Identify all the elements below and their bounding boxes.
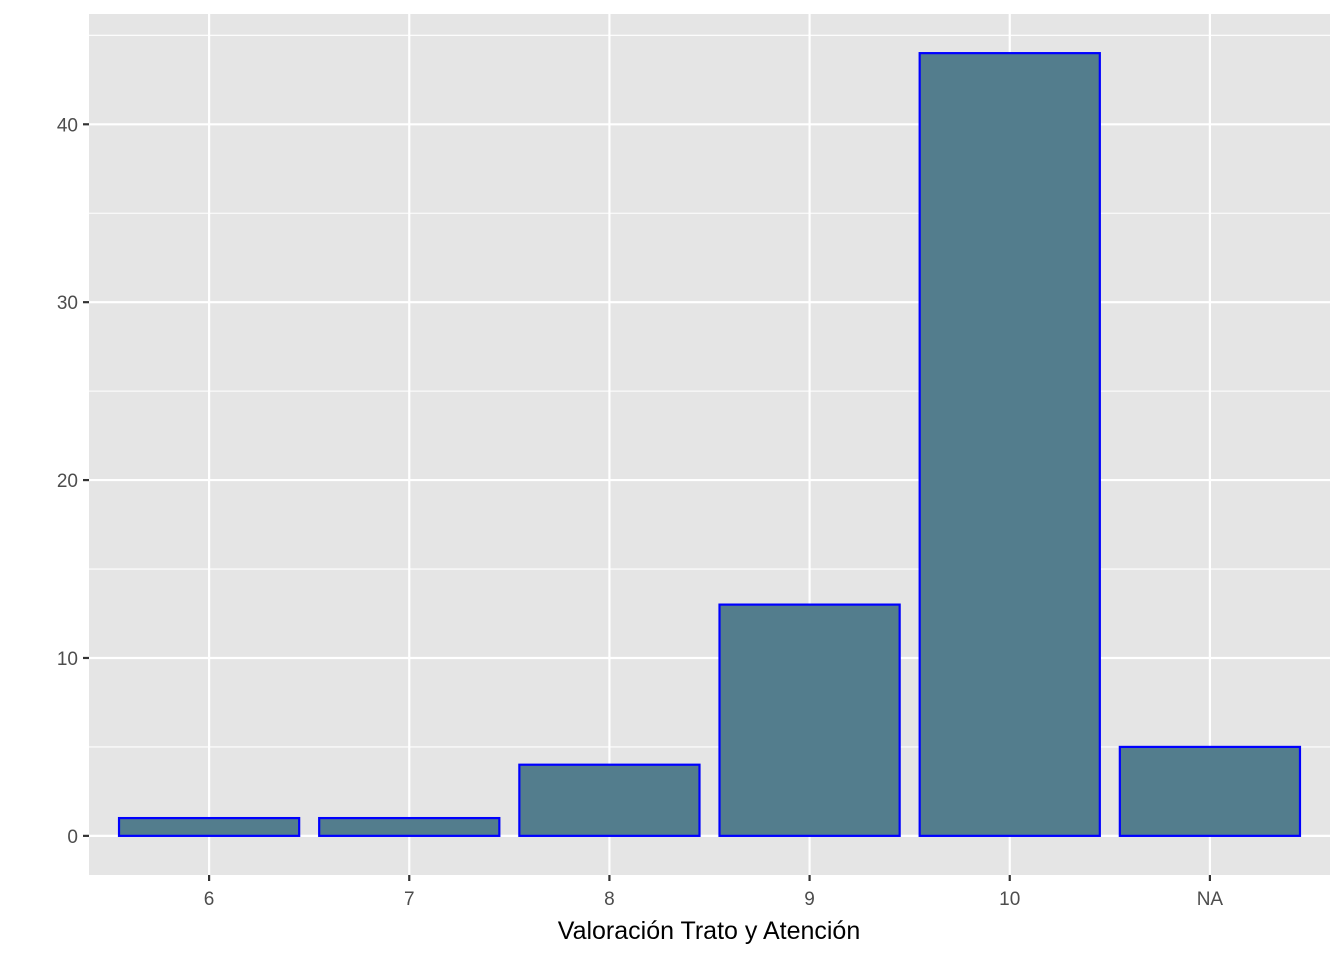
x-tick-label: NA [1197, 889, 1224, 910]
bars [117, 52, 1302, 837]
y-tick-label: 30 [57, 293, 78, 314]
x-axis-title: Valoración Trato y Atención [558, 917, 861, 945]
y-tick-label: 20 [57, 471, 78, 492]
y-tick-label: 0 [67, 827, 78, 848]
x-tick-label: 7 [404, 889, 415, 910]
bar-8 [518, 763, 701, 837]
x-axis: 6 7 8 9 10 NA [204, 875, 1224, 910]
bar-10 [918, 52, 1101, 837]
x-tick-label: 9 [804, 889, 815, 910]
y-axis: 0 10 20 30 40 [57, 115, 89, 848]
bar-7 [318, 816, 501, 837]
y-tick-label: 10 [57, 649, 78, 670]
bar-9 [718, 603, 901, 837]
x-tick-label: 10 [999, 889, 1020, 910]
y-tick-label: 40 [57, 115, 78, 136]
bar-6 [117, 816, 301, 837]
plot-panel [89, 14, 1330, 875]
x-tick-label: 8 [604, 889, 615, 910]
bar-NA [1118, 745, 1302, 837]
x-tick-label: 6 [204, 889, 215, 910]
